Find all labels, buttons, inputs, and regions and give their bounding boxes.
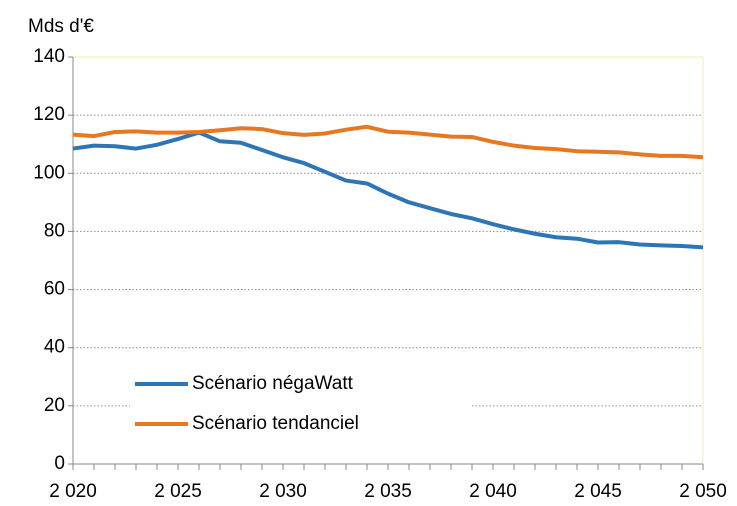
y-tick-label: 100 — [33, 162, 65, 183]
legend-label: Scénario tendanciel — [192, 413, 359, 434]
x-tick-label: 2 030 — [259, 481, 307, 502]
x-tick-label: 2 035 — [364, 481, 412, 502]
legend-label: Scénario négaWatt — [192, 373, 354, 394]
y-axis-label: Mds d'€ — [28, 16, 94, 37]
x-tick-label: 2 025 — [154, 481, 202, 502]
y-tick-label: 140 — [33, 46, 65, 67]
x-tick-label: 2 040 — [469, 481, 517, 502]
y-tick-label: 80 — [44, 220, 65, 241]
x-tick-label: 2 045 — [574, 481, 622, 502]
series-line — [72, 130, 704, 250]
y-tick-label: 60 — [44, 279, 65, 300]
x-tick-label: 2 020 — [49, 481, 97, 502]
x-tick-label: 2 050 — [679, 481, 727, 502]
series-line — [72, 124, 704, 160]
legend-box — [130, 364, 470, 440]
y-tick-label: 120 — [33, 104, 65, 125]
y-tick-label: 20 — [44, 395, 65, 416]
y-tick-label: 40 — [44, 337, 65, 358]
y-tick-label: 0 — [54, 453, 65, 474]
